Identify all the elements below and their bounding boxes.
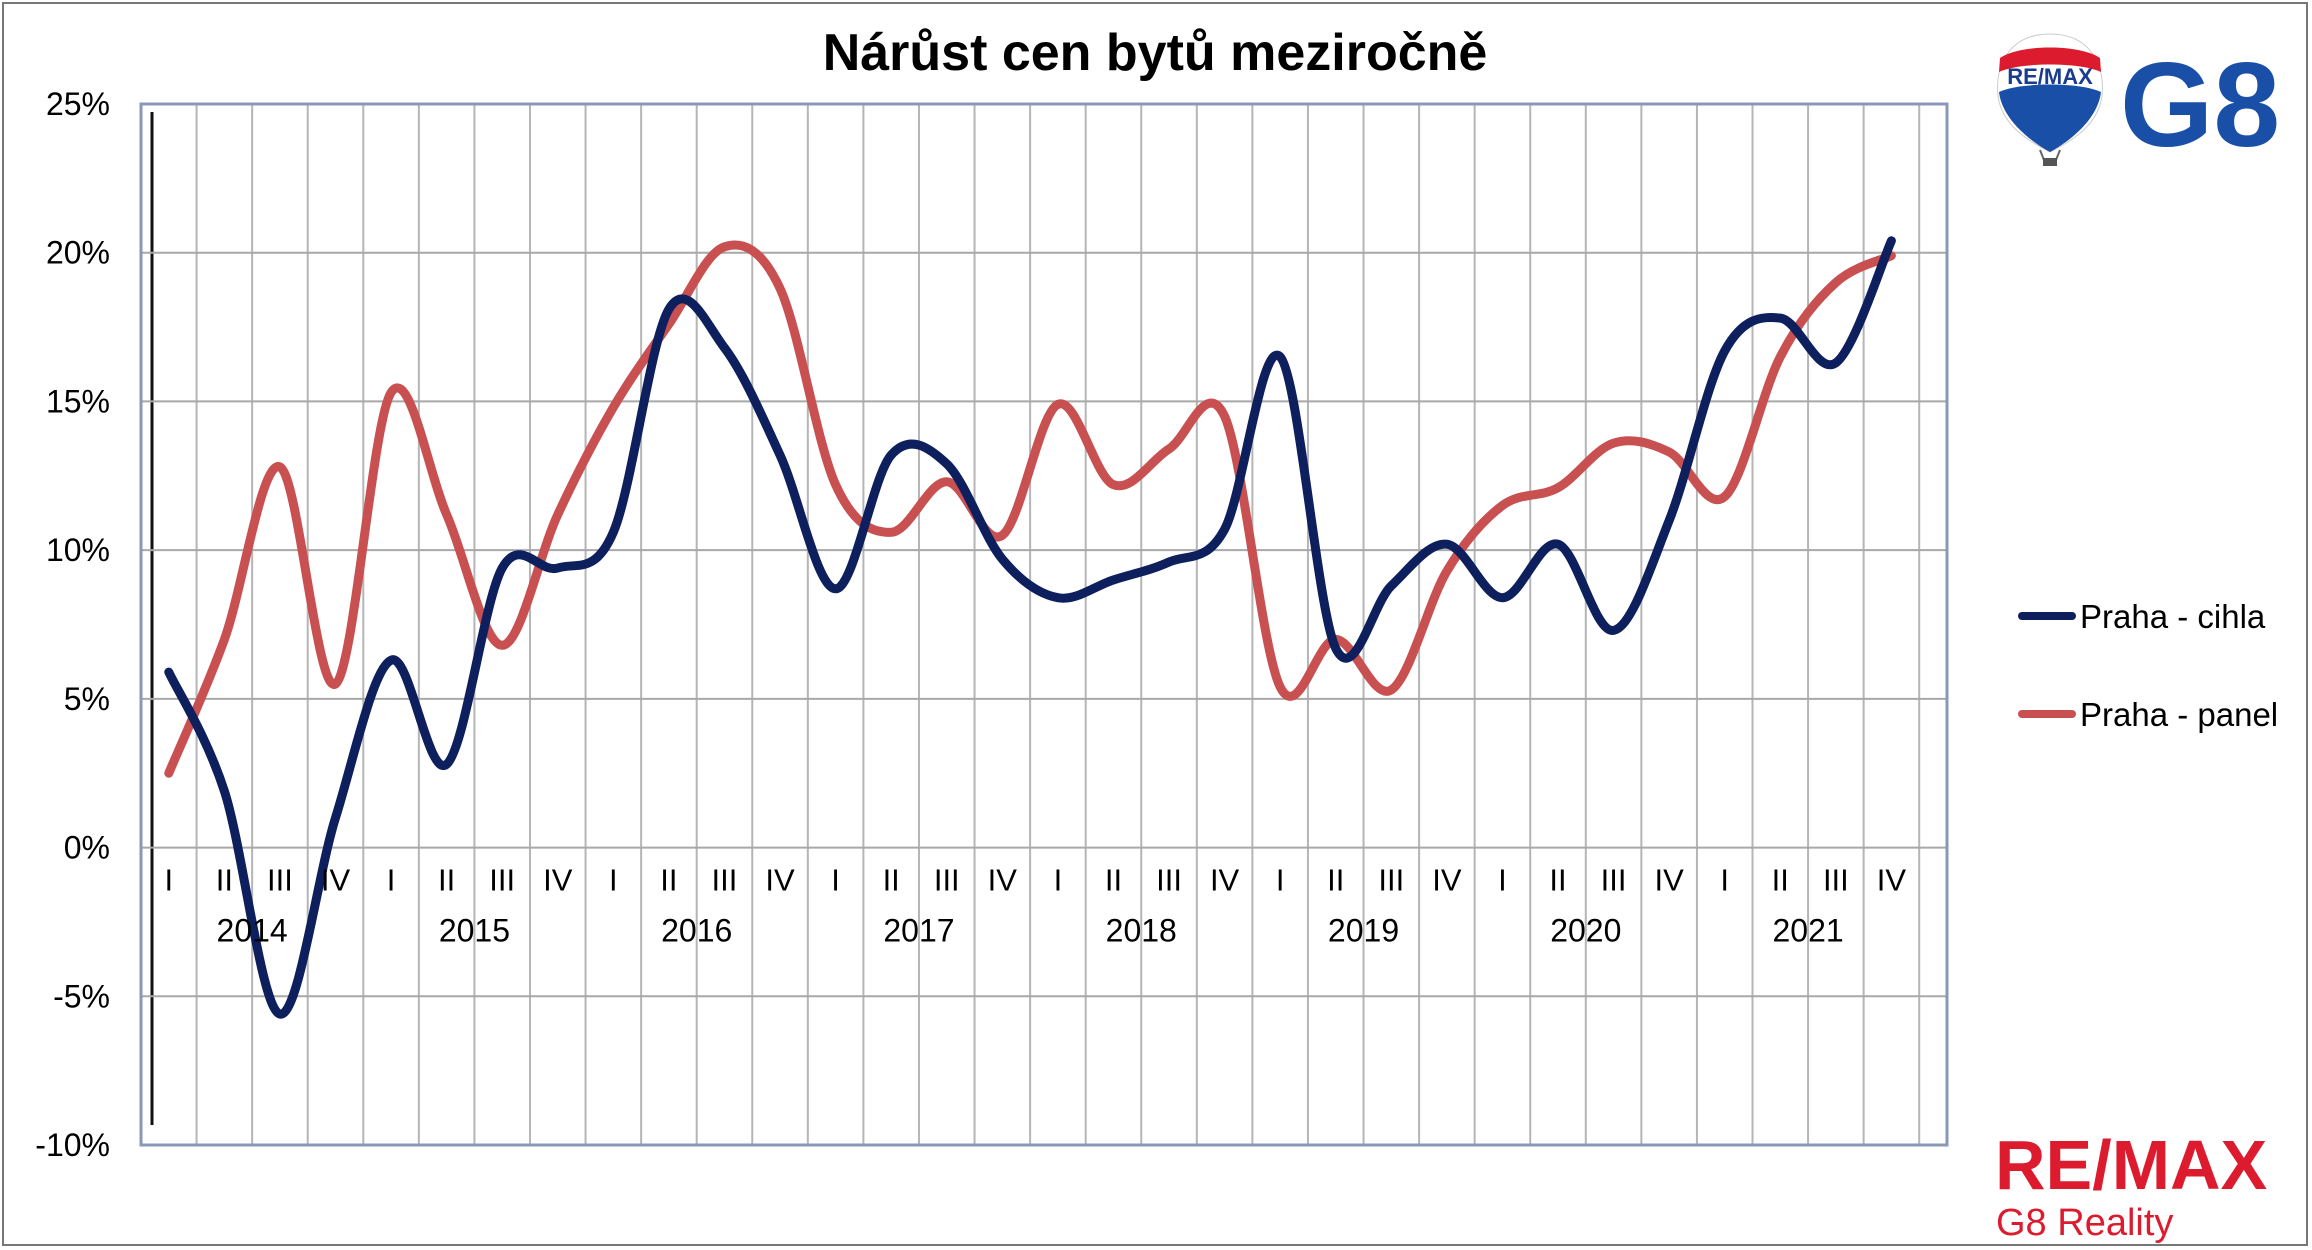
x-tick-label: III (1156, 863, 1182, 898)
remax-g8-top-logo: RE/MAX G8 (1997, 33, 2280, 172)
remax-subtitle: G8 Reality (1996, 1202, 2173, 1244)
remax-bottom-logo: RE/MAX G8 Reality (1995, 1126, 2268, 1244)
year-label: 2017 (883, 913, 954, 949)
balloon-label: RE/MAX (2007, 64, 2093, 89)
vertical-gridlines (150, 104, 1921, 1145)
x-tick-label: III (1601, 863, 1627, 898)
x-tick-label: II (216, 863, 233, 898)
y-tick-label: 25% (46, 86, 110, 122)
x-tick-label: II (438, 863, 455, 898)
year-label: 2014 (217, 913, 288, 949)
plot-border (139, 102, 1949, 1147)
x-tick-label: I (831, 863, 840, 898)
x-tick-label: II (1105, 863, 1122, 898)
x-axis-year-labels: 2014 2015 2016 2017 2018 2019 2020 2021 (217, 913, 1844, 949)
legend-label-cihla: Praha - cihla (2080, 598, 2266, 635)
x-tick-label: III (712, 863, 738, 898)
x-tick-label: II (1772, 863, 1789, 898)
x-tick-label: IV (1877, 863, 1907, 898)
x-tick-label: III (267, 863, 293, 898)
y-tick-label: -10% (35, 1127, 110, 1163)
y-tick-label: -5% (53, 978, 110, 1014)
x-tick-label: II (1549, 863, 1566, 898)
x-tick-label: IV (765, 863, 795, 898)
x-tick-label: IV (1432, 863, 1462, 898)
x-tick-label: II (660, 863, 677, 898)
y-tick-label: 10% (46, 532, 110, 568)
y-tick-label: 15% (46, 383, 110, 419)
year-label: 2018 (1106, 913, 1177, 949)
x-tick-label: I (387, 863, 396, 898)
x-tick-label: IV (988, 863, 1018, 898)
x-tick-label: I (1498, 863, 1507, 898)
x-tick-label: II (883, 863, 900, 898)
year-label: 2019 (1328, 913, 1399, 949)
x-axis-quarter-ticks: I II III IV I II III IV I II III IV I II III IV I II III IV… (164, 863, 1906, 898)
x-tick-label: I (164, 863, 173, 898)
y-tick-label: 5% (64, 681, 110, 717)
x-tick-label: I (1054, 863, 1063, 898)
x-tick-label: II (1327, 863, 1344, 898)
year-label: 2021 (1772, 913, 1843, 949)
x-tick-label: IV (1210, 863, 1240, 898)
year-label: 2020 (1550, 913, 1621, 949)
plot-background (141, 104, 1947, 1145)
chart-title: Nárůst cen bytů meziročně (823, 24, 1488, 82)
x-tick-label: III (489, 863, 515, 898)
remax-wordmark: RE/MAX (1995, 1126, 2268, 1204)
g8-logo-text: G8 (2120, 38, 2280, 172)
x-tick-label: III (934, 863, 960, 898)
x-tick-label: I (1276, 863, 1285, 898)
x-tick-label: I (609, 863, 618, 898)
legend-label-panel: Praha - panel (2080, 696, 2278, 733)
series-lines (164, 236, 1896, 1019)
y-tick-label: 20% (46, 235, 110, 271)
y-tick-label: 0% (64, 830, 110, 866)
x-tick-label: I (1720, 863, 1729, 898)
x-tick-label: III (1823, 863, 1849, 898)
y-axis-ticks: -10% -5% 0% 5% 10% 15% 20% 25% (35, 86, 110, 1163)
series-line-cihla (164, 236, 1896, 1019)
year-label: 2015 (439, 913, 510, 949)
legend: Praha - cihla Praha - panel (2018, 598, 2278, 733)
plot-area (139, 102, 1949, 1147)
x-tick-label: IV (321, 863, 351, 898)
x-tick-label: IV (543, 863, 573, 898)
x-tick-label: III (1378, 863, 1404, 898)
x-tick-label: IV (1655, 863, 1685, 898)
year-label: 2016 (661, 913, 732, 949)
remax-balloon-icon: RE/MAX (1997, 33, 2103, 166)
